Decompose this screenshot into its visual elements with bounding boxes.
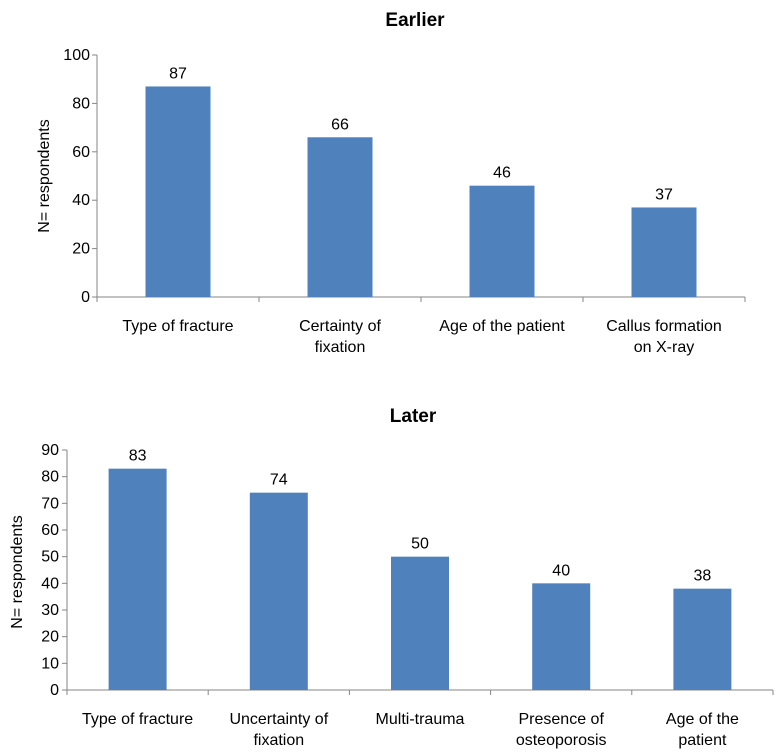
plot-area: 0 20 40 60 80 100 87 Type of fracture 66 Certaint…: [63, 47, 746, 356]
y-tick-label: 60: [41, 522, 59, 539]
y-tick-label: 20: [72, 241, 90, 258]
y-tick-label: 10: [41, 655, 59, 672]
y-tick-label: 40: [41, 575, 59, 592]
x-category-label: Callus formation on X-ray: [606, 318, 722, 356]
x-category-label: Presence of osteoporosis: [516, 711, 607, 749]
x-category-label: Age of the patient: [439, 318, 565, 335]
chart-later: Later N= respondents 0 10 20 30 40 50 60 70 80 90…: [9, 406, 774, 749]
chart-earlier: Earlier N= respondents 0 20 40 60 80 100 87 Typ…: [36, 10, 746, 356]
chart-title: Later: [390, 406, 437, 427]
bar: [673, 588, 732, 690]
x-category-label: Multi-trauma: [376, 711, 465, 728]
bar: [532, 583, 591, 690]
y-axis-title: N= respondents: [36, 119, 53, 232]
bar: [391, 556, 449, 690]
y-axis-title: N= respondents: [9, 515, 26, 628]
data-label: 38: [694, 568, 712, 585]
y-tick-label: 100: [63, 47, 90, 64]
y-tick-label: 60: [72, 144, 90, 161]
y-tick-label: 0: [81, 289, 90, 306]
bar: [469, 185, 535, 297]
data-label: 46: [493, 165, 511, 182]
y-tick-label: 20: [41, 629, 59, 646]
plot-area: 0 10 20 30 40 50 60 70 80 90 83 Type of fracture 74 U…: [41, 442, 774, 749]
bar: [249, 492, 308, 690]
data-label: 87: [169, 65, 187, 82]
y-tick-label: 80: [72, 95, 90, 112]
x-category-label: Type of fracture: [82, 711, 193, 728]
chart-title: Earlier: [385, 10, 445, 31]
y-tick-label: 40: [72, 192, 90, 209]
data-label: 83: [129, 448, 147, 465]
data-label: 50: [411, 536, 429, 553]
x-category-label: Type of fracture: [122, 318, 233, 335]
data-label: 37: [655, 186, 673, 203]
bar: [631, 207, 697, 297]
data-label: 40: [552, 562, 570, 579]
bar: [145, 86, 211, 298]
x-category-label: Age of the patient: [666, 711, 739, 749]
y-tick-label: 70: [41, 495, 59, 512]
y-tick-label: 80: [41, 469, 59, 486]
bar: [307, 137, 373, 297]
y-tick-label: 0: [50, 682, 59, 699]
x-category-label: Certainty of fixation: [299, 318, 381, 356]
bar: [108, 468, 167, 690]
x-category-label: Uncertainty of fixation: [229, 711, 328, 749]
data-label: 74: [270, 472, 288, 489]
data-label: 66: [331, 116, 349, 133]
y-tick-label: 90: [41, 442, 59, 459]
y-tick-label: 50: [41, 549, 59, 566]
y-tick-label: 30: [41, 602, 59, 619]
